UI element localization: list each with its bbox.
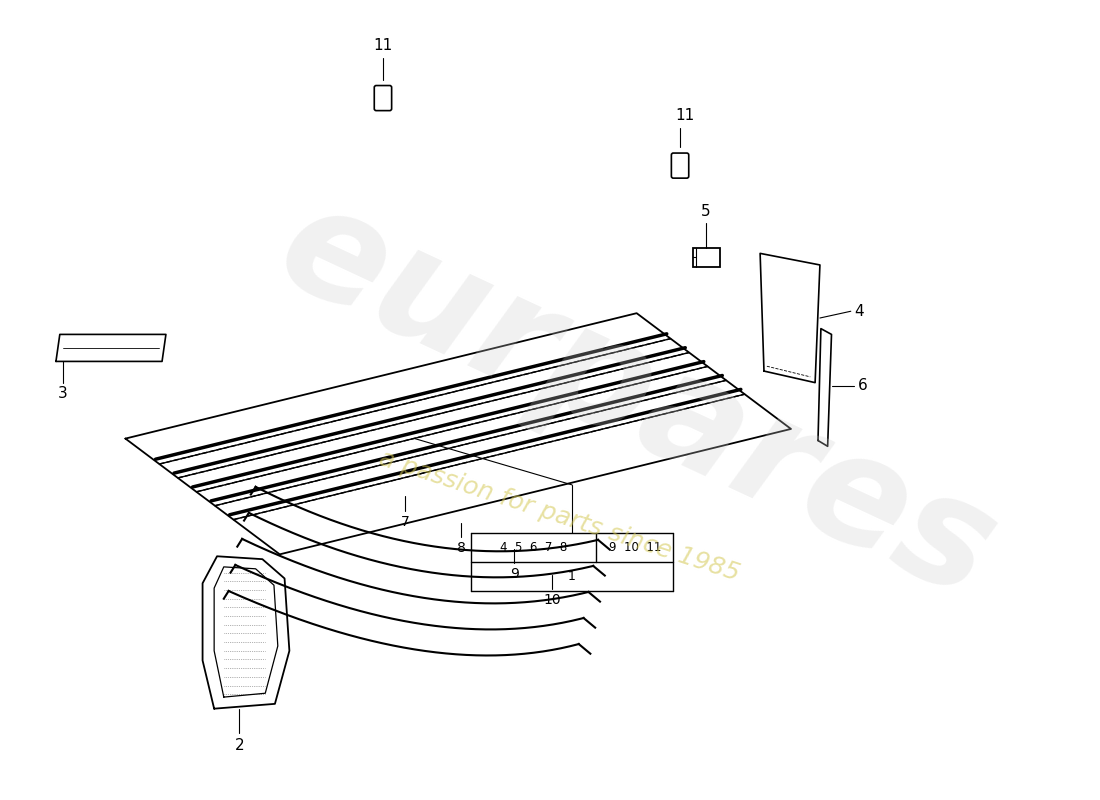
Text: 10: 10 (543, 593, 561, 607)
Text: 9: 9 (509, 567, 518, 581)
Text: 11: 11 (675, 108, 694, 123)
Text: eurpares: eurpares (256, 170, 1018, 630)
Text: 3: 3 (58, 386, 67, 402)
FancyBboxPatch shape (671, 153, 689, 178)
Text: 9  10  11: 9 10 11 (608, 541, 661, 554)
Bar (693, 247, 719, 267)
Text: 1: 1 (568, 570, 576, 583)
Text: 4  5  6  7  8: 4 5 6 7 8 (499, 541, 568, 554)
Text: 4: 4 (855, 304, 865, 318)
Text: 7: 7 (400, 514, 409, 529)
Text: 5: 5 (702, 204, 711, 218)
Text: 11: 11 (373, 38, 393, 53)
Text: 8: 8 (456, 541, 465, 555)
FancyBboxPatch shape (374, 86, 392, 110)
Text: a passion for parts since 1985: a passion for parts since 1985 (376, 446, 742, 586)
Text: 6: 6 (858, 378, 867, 393)
Text: 2: 2 (234, 738, 244, 753)
